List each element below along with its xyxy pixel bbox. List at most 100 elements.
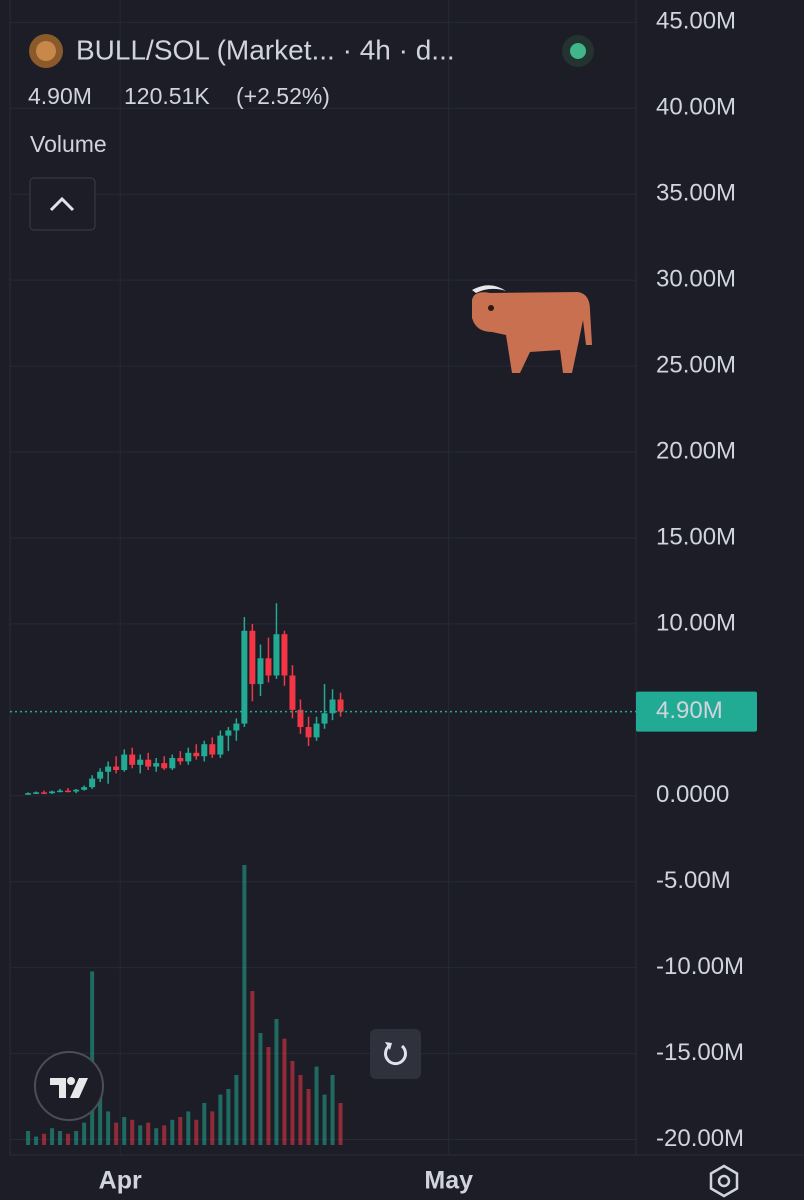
volume-bar [90, 971, 95, 1145]
volume-bar [74, 1131, 79, 1145]
volume-bar [26, 1131, 31, 1145]
candle-body [41, 792, 48, 794]
volume-bar [218, 1094, 223, 1145]
y-tick-label: 10.00M [656, 609, 736, 636]
header-change-pct: (+2.52%) [236, 83, 330, 109]
reset-arrow [385, 1042, 392, 1050]
header-change: 120.51K [124, 83, 210, 109]
volume-bar [234, 1075, 239, 1145]
candle-body [313, 723, 320, 738]
volume-bar [58, 1131, 63, 1145]
volume-label: Volume [30, 131, 107, 157]
volume-bar [298, 1075, 303, 1145]
volume-bar [314, 1066, 319, 1145]
bull-icon [472, 285, 592, 373]
volume-bar [106, 1111, 111, 1145]
header-price: 4.90M [28, 83, 92, 109]
volume-bar [162, 1125, 167, 1145]
y-tick-label: 30.00M [656, 266, 736, 293]
candle-body [249, 630, 256, 685]
candle-body [273, 634, 280, 676]
volume-bar [154, 1128, 159, 1145]
volume-bar [178, 1117, 183, 1145]
settings-button[interactable] [709, 1164, 739, 1198]
last-price-tag [636, 691, 757, 732]
candle-body [225, 730, 232, 736]
candle-body [73, 789, 80, 792]
status-dot [570, 43, 586, 59]
candle-body [209, 744, 216, 755]
candle-body [281, 634, 288, 676]
volume-bar [202, 1103, 207, 1145]
candle-body [217, 735, 224, 755]
volume-bar [122, 1117, 127, 1145]
collapse-button[interactable] [29, 177, 96, 231]
chart-title: BULL/SOL (Market... · 4h · d... [76, 34, 455, 65]
candle-body [169, 757, 176, 769]
volume-bar [82, 1122, 87, 1145]
candle-body [121, 754, 128, 770]
reset-icon [384, 1044, 407, 1066]
volume-bar [186, 1111, 191, 1145]
y-tick-label: 25.00M [656, 351, 736, 378]
candle-body [185, 752, 192, 762]
candle-body [233, 723, 240, 731]
candle-body [33, 792, 40, 794]
volume-bar [330, 1075, 335, 1145]
candle-body [129, 754, 136, 765]
candle-body [25, 793, 32, 795]
grid [10, 0, 636, 1155]
candle-body [297, 709, 304, 728]
volume-bar [250, 991, 255, 1145]
volume-bar [34, 1136, 39, 1145]
candle-body [97, 771, 104, 779]
x-tick-label: May [424, 1167, 473, 1195]
candle-body [177, 757, 184, 762]
candle-body [257, 658, 264, 685]
tradingview-logo[interactable] [34, 1051, 104, 1121]
reset-button[interactable] [370, 1029, 421, 1079]
candle-body [49, 791, 56, 794]
volume-bar [242, 865, 247, 1145]
candle-body [153, 763, 160, 767]
candle-body [241, 630, 248, 724]
volume-bar [194, 1119, 199, 1145]
candle-body [193, 752, 200, 757]
candle-body [113, 766, 120, 770]
volume-bar [266, 1047, 271, 1145]
volume-bar [274, 1019, 279, 1145]
volume-bar [226, 1089, 231, 1145]
candle-body [57, 790, 64, 793]
y-tick-label: 0.0000 [656, 781, 729, 808]
y-tick-label: -5.00M [656, 867, 731, 894]
volume-bar [258, 1033, 263, 1145]
volume-bar [306, 1089, 311, 1145]
y-tick-label: -15.00M [656, 1039, 744, 1066]
volume-bar [322, 1094, 327, 1145]
candle-body [289, 675, 296, 710]
chevron-up [49, 196, 75, 212]
tradingview-dot [67, 1077, 75, 1085]
volume-bar [290, 1061, 295, 1145]
y-tick-label: 45.00M [656, 8, 736, 35]
y-tick-label: 35.00M [656, 180, 736, 207]
candle-body [305, 727, 312, 738]
x-tick-label: Apr [99, 1167, 142, 1195]
candle-body [161, 763, 168, 769]
y-tick-label: 20.00M [656, 437, 736, 464]
volume-bar [50, 1128, 55, 1145]
y-tick-label: 40.00M [656, 94, 736, 121]
candle-body [145, 759, 152, 767]
candle-body [65, 790, 72, 793]
candle-body [329, 699, 336, 714]
logo-inner [36, 41, 56, 61]
candle-body [137, 759, 144, 765]
candle-body [337, 699, 344, 712]
volume-bar [138, 1125, 143, 1145]
volume-bar [146, 1122, 151, 1145]
candle-body [201, 744, 208, 757]
marks [10, 603, 636, 1145]
